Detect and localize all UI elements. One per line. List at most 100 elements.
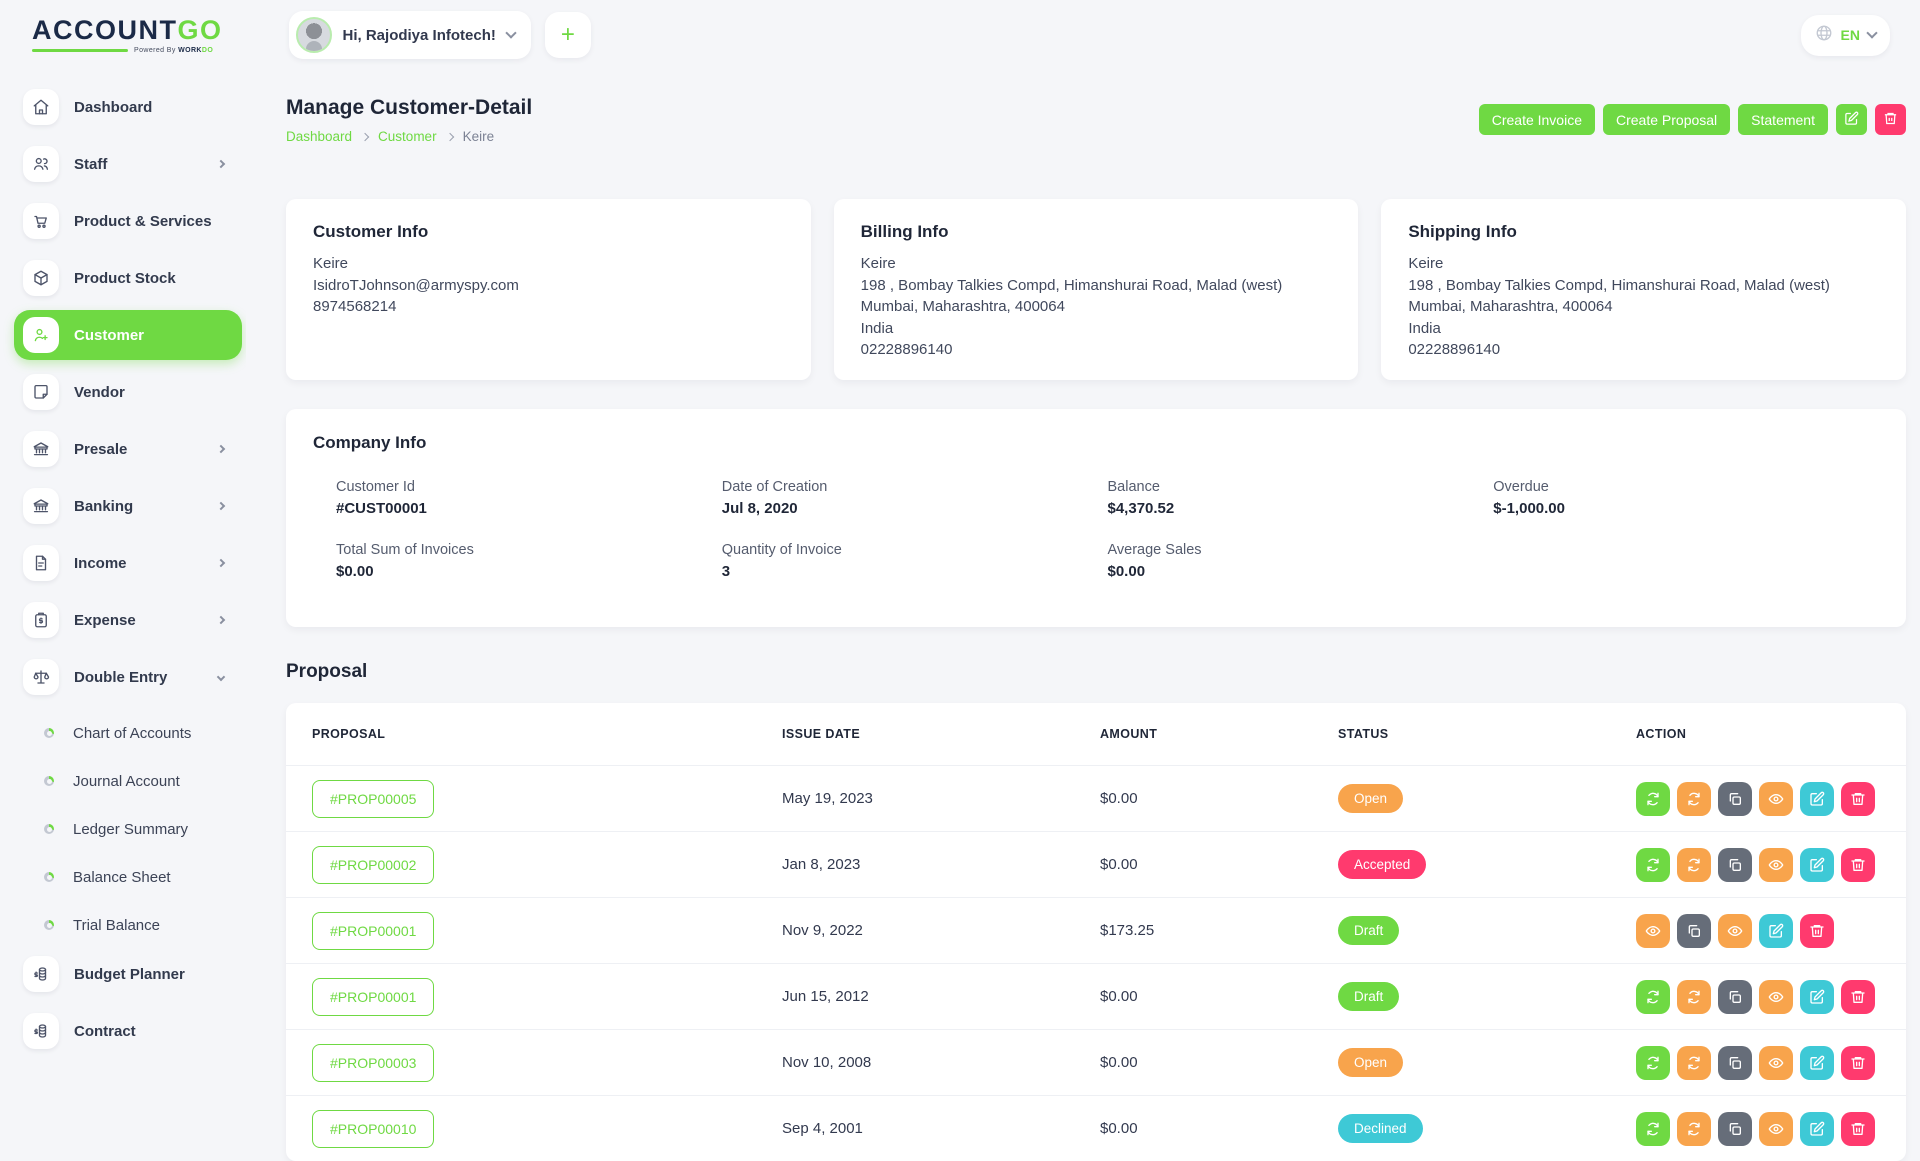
info-line: IsidroTJohnson@armyspy.com: [313, 275, 784, 297]
clipboard-icon: [23, 602, 59, 638]
copy-action-button[interactable]: [1718, 980, 1752, 1014]
eye-action-button[interactable]: [1759, 980, 1793, 1014]
edit-icon: [1844, 111, 1859, 129]
bank-icon: [23, 431, 59, 467]
trash-action-button[interactable]: [1800, 914, 1834, 948]
sidebar-item-dashboard[interactable]: Dashboard: [14, 82, 242, 132]
sidebar-subitem-trial-balance[interactable]: Trial Balance: [0, 901, 246, 949]
sidebar-subitem-balance-sheet[interactable]: Balance Sheet: [0, 853, 246, 901]
trash-action-button[interactable]: [1841, 1112, 1875, 1146]
eye-action-button[interactable]: [1718, 914, 1752, 948]
breadcrumb-customer[interactable]: Customer: [378, 129, 437, 144]
copy-action-button[interactable]: [1718, 1046, 1752, 1080]
status-badge: Open: [1338, 784, 1403, 813]
refresh-action-button[interactable]: [1677, 1112, 1711, 1146]
refresh-icon: [1645, 989, 1661, 1005]
amount: $0.00: [1100, 856, 1338, 873]
create-proposal-button[interactable]: Create Proposal: [1603, 104, 1730, 135]
sidebar-subitem-journal-account[interactable]: Journal Account: [0, 757, 246, 805]
copy-action-button[interactable]: [1718, 848, 1752, 882]
edit-customer-button[interactable]: [1836, 104, 1867, 135]
language-selector[interactable]: EN: [1801, 15, 1890, 56]
proposal-id-link[interactable]: #PROP00003: [312, 1044, 434, 1082]
sidebar-item-product-stock[interactable]: Product Stock: [14, 253, 242, 303]
sidebar-item-staff[interactable]: Staff: [14, 139, 242, 189]
quick-add-button[interactable]: +: [545, 12, 591, 58]
proposal-table: PROPOSAL ISSUE DATE AMOUNT STATUS ACTION…: [286, 703, 1906, 1161]
proposal-id-link[interactable]: #PROP00001: [312, 912, 434, 950]
refresh-action-button[interactable]: [1636, 1046, 1670, 1080]
sidebar-item-banking[interactable]: Banking: [14, 481, 242, 531]
coins-icon: [23, 1013, 59, 1049]
eye-action-button[interactable]: [1759, 782, 1793, 816]
edit-action-button[interactable]: [1759, 914, 1793, 948]
sidebar-item-label: Contract: [74, 1023, 136, 1040]
trash-action-button[interactable]: [1841, 782, 1875, 816]
field-value: $0.00: [336, 563, 722, 580]
sidebar-item-budget-planner[interactable]: Budget Planner: [14, 949, 242, 999]
edit-action-button[interactable]: [1800, 848, 1834, 882]
chevron-right-icon: [217, 559, 225, 567]
edit-icon: [1768, 923, 1784, 939]
sidebar-subitem-ledger-summary[interactable]: Ledger Summary: [0, 805, 246, 853]
refresh-action-button[interactable]: [1677, 848, 1711, 882]
info-line: Mumbai, Maharashtra, 400064: [1408, 296, 1879, 318]
sidebar-item-double-entry[interactable]: Double Entry: [14, 652, 242, 702]
refresh-action-button[interactable]: [1636, 848, 1670, 882]
file-icon: [23, 545, 59, 581]
sidebar-item-presale[interactable]: Presale: [14, 424, 242, 474]
create-invoice-button[interactable]: Create Invoice: [1479, 104, 1595, 135]
sidebar-item-customer[interactable]: Customer: [14, 310, 242, 360]
statement-button[interactable]: Statement: [1738, 104, 1828, 135]
sidebar: Dashboard Staff Product & Services Product …: [0, 70, 246, 1080]
info-line: 198 , Bombay Talkies Compd, Himanshurai …: [861, 275, 1332, 297]
copy-icon: [1727, 1055, 1743, 1071]
field-label: Quantity of Invoice: [722, 542, 1108, 558]
edit-action-button[interactable]: [1800, 1112, 1834, 1146]
proposal-id-link[interactable]: #PROP00002: [312, 846, 434, 884]
breadcrumb-dashboard[interactable]: Dashboard: [286, 129, 352, 144]
edit-action-button[interactable]: [1800, 782, 1834, 816]
info-line: India: [861, 318, 1332, 340]
status-badge: Draft: [1338, 982, 1399, 1011]
sidebar-item-income[interactable]: Income: [14, 538, 242, 588]
refresh-action-button[interactable]: [1636, 1112, 1670, 1146]
sidebar-item-contract[interactable]: Contract: [14, 1006, 242, 1056]
refresh-action-button[interactable]: [1636, 980, 1670, 1014]
refresh-action-button[interactable]: [1677, 782, 1711, 816]
eye-action-button[interactable]: [1759, 1046, 1793, 1080]
field-value: $-1,000.00: [1493, 500, 1879, 517]
eye-action-button[interactable]: [1636, 914, 1670, 948]
edit-action-button[interactable]: [1800, 1046, 1834, 1080]
trash-action-button[interactable]: [1841, 980, 1875, 1014]
eye-action-button[interactable]: [1759, 848, 1793, 882]
sidebar-item-expense[interactable]: Expense: [14, 595, 242, 645]
col-amount: AMOUNT: [1100, 727, 1338, 741]
trash-action-button[interactable]: [1841, 1046, 1875, 1080]
refresh-action-button[interactable]: [1677, 1046, 1711, 1080]
proposal-id-link[interactable]: #PROP00001: [312, 978, 434, 1016]
customer-info-title: Customer Info: [313, 222, 784, 242]
trash-action-button[interactable]: [1841, 848, 1875, 882]
edit-action-button[interactable]: [1800, 980, 1834, 1014]
copy-action-button[interactable]: [1718, 782, 1752, 816]
copy-action-button[interactable]: [1718, 1112, 1752, 1146]
copy-action-button[interactable]: [1677, 914, 1711, 948]
refresh-action-button[interactable]: [1677, 980, 1711, 1014]
trash-icon: [1850, 857, 1866, 873]
proposal-id-link[interactable]: #PROP00005: [312, 780, 434, 818]
top-bar: ACCOUNTGO Powered By WORKDO Hi, Rajodiya…: [0, 0, 1920, 70]
chevron-right-icon: [361, 132, 369, 140]
field-value: Jul 8, 2020: [722, 500, 1108, 517]
eye-action-button[interactable]: [1759, 1112, 1793, 1146]
refresh-action-button[interactable]: [1636, 782, 1670, 816]
delete-customer-button[interactable]: [1875, 104, 1906, 135]
sidebar-subitem-chart-of-accounts[interactable]: Chart of Accounts: [0, 709, 246, 757]
refresh-icon: [1645, 791, 1661, 807]
sidebar-item-product-services[interactable]: Product & Services: [14, 196, 242, 246]
proposal-id-link[interactable]: #PROP00010: [312, 1110, 434, 1148]
info-line: India: [1408, 318, 1879, 340]
sidebar-item-vendor[interactable]: Vendor: [14, 367, 242, 417]
user-menu[interactable]: Hi, Rajodiya Infotech!: [289, 11, 531, 59]
